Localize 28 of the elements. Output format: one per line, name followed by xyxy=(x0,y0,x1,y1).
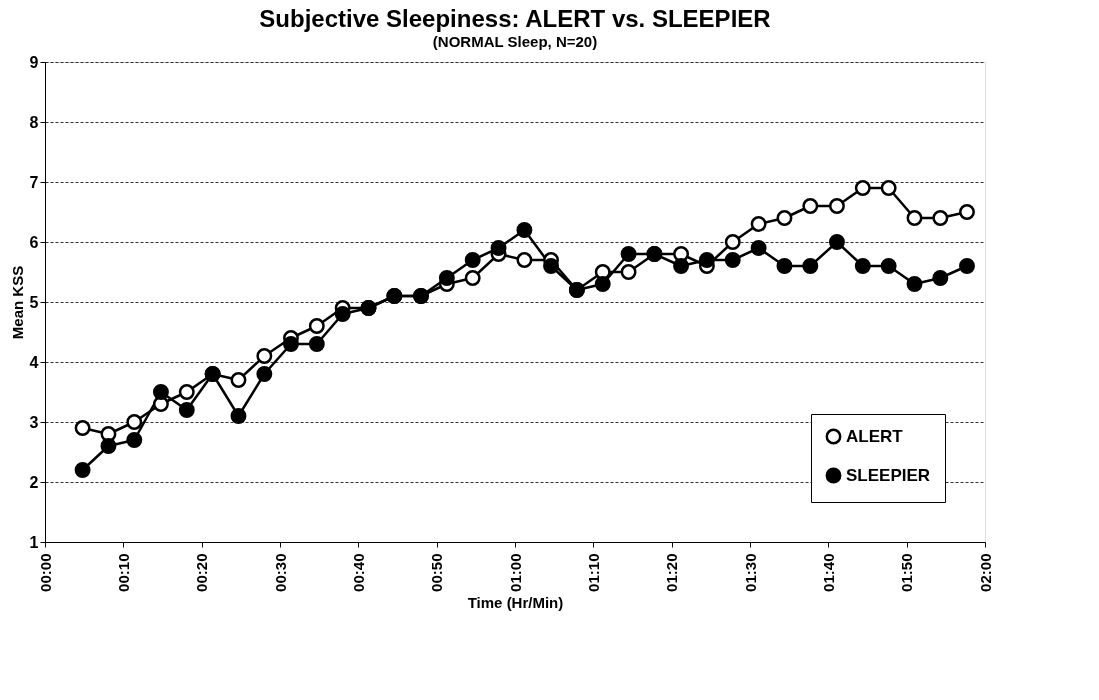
y-tick-label: 4 xyxy=(29,353,39,371)
y-tick-label: 9 xyxy=(29,53,39,71)
y-tick-label: 3 xyxy=(29,413,39,431)
y-tick-label: 6 xyxy=(29,233,39,251)
x-tick-label: 01:10 xyxy=(584,553,602,592)
x-tick-label: 02:00 xyxy=(976,553,994,592)
chart-subtitle: (NORMAL Sleep, N=20) xyxy=(432,33,598,50)
x-tick-label: 01:50 xyxy=(898,553,916,592)
x-tick-label: 00:20 xyxy=(193,553,211,592)
x-axis-title: Time (Hr/Min) xyxy=(467,593,564,611)
chart-title: Subjective Sleepiness: ALERT vs. SLEEPIER xyxy=(259,5,771,32)
y-axis-title: Mean KSS xyxy=(8,265,26,340)
y-tick-label: 2 xyxy=(29,473,39,491)
legend-label: SLEEPIER xyxy=(846,465,931,485)
y-tick-label: 8 xyxy=(29,113,39,131)
x-tick-label: 00:00 xyxy=(36,553,54,592)
x-tick-label: 01:40 xyxy=(819,553,837,592)
x-tick-label: 01:20 xyxy=(663,553,681,592)
x-tick-label: 00:50 xyxy=(428,553,446,592)
x-tick-label: 00:40 xyxy=(349,553,367,592)
x-tick-label: 00:30 xyxy=(271,553,289,592)
y-tick-label: 1 xyxy=(29,533,39,551)
legend-label: ALERT xyxy=(846,426,904,446)
y-tick-label: 5 xyxy=(29,293,39,311)
y-tick-label: 7 xyxy=(29,173,39,191)
x-tick-label: 01:30 xyxy=(741,553,759,592)
x-tick-label: 00:10 xyxy=(114,553,132,592)
x-tick-label: 01:00 xyxy=(506,553,524,592)
